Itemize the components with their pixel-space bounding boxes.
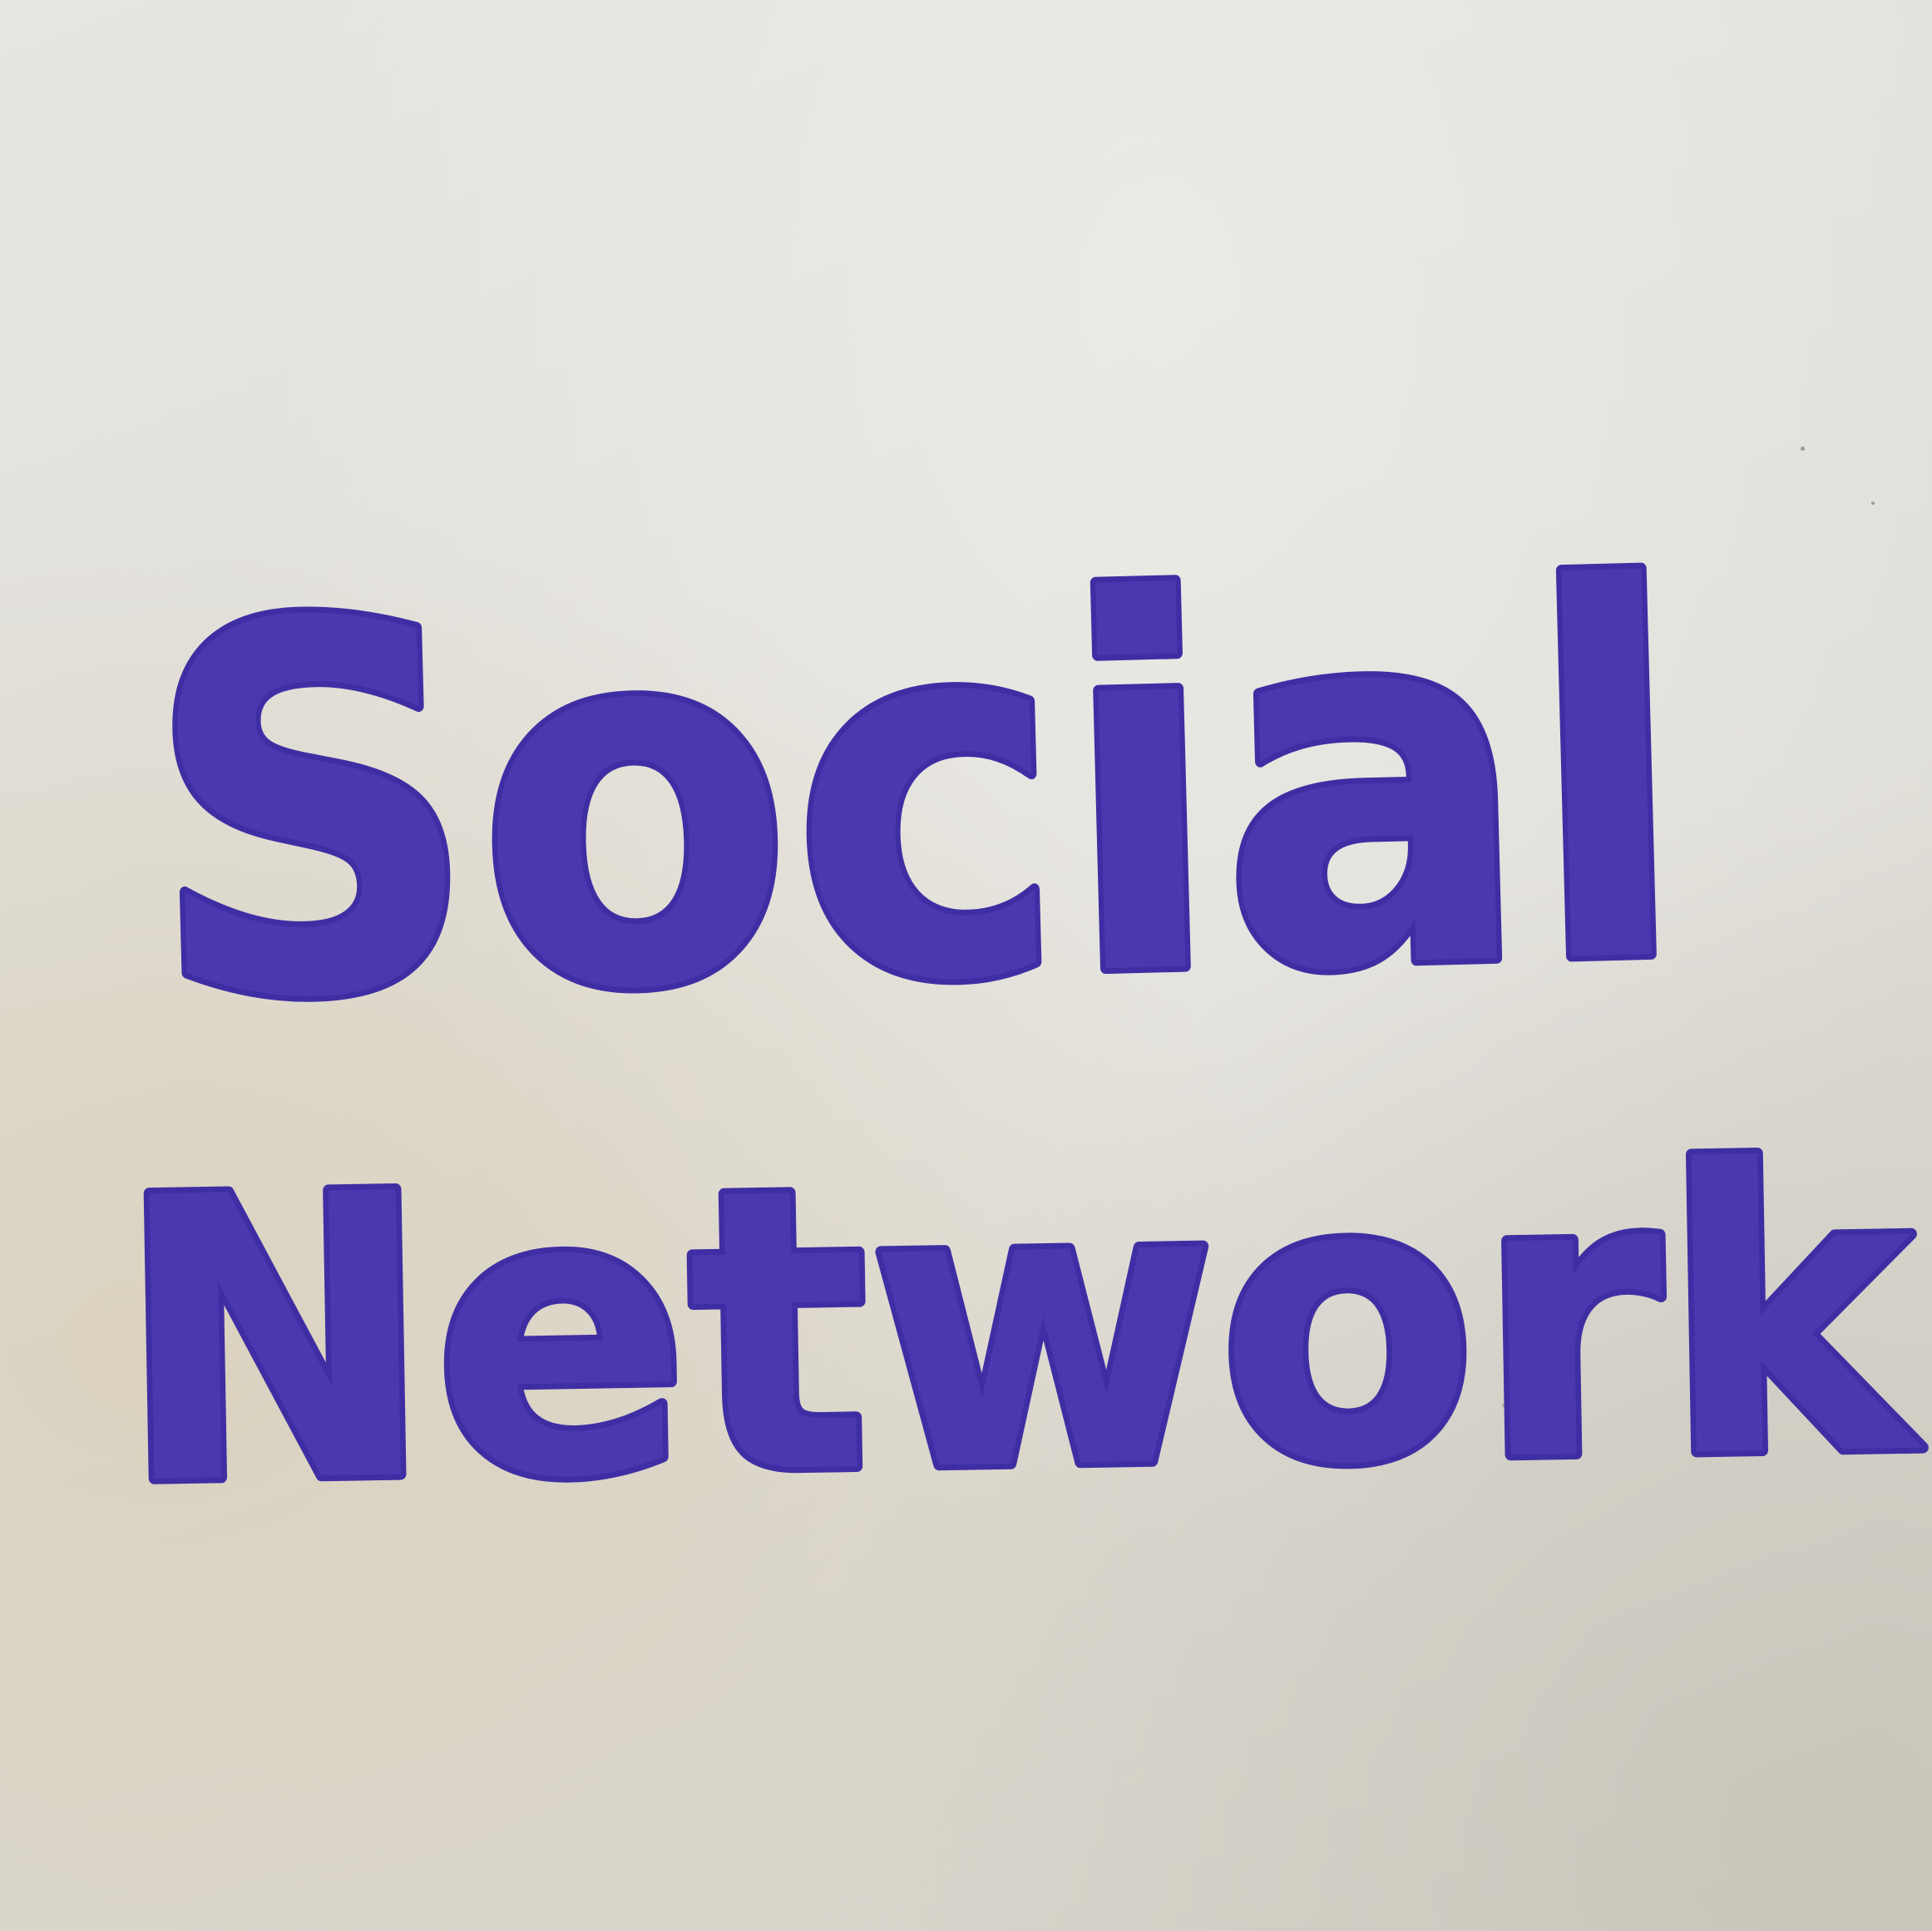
paper-speck (1502, 1404, 1505, 1407)
paper-speck (1801, 447, 1805, 451)
handwritten-word-network: Network (113, 1085, 1925, 1572)
paper-speck (1871, 501, 1875, 505)
handwritten-word-social: Social (140, 482, 1693, 1113)
